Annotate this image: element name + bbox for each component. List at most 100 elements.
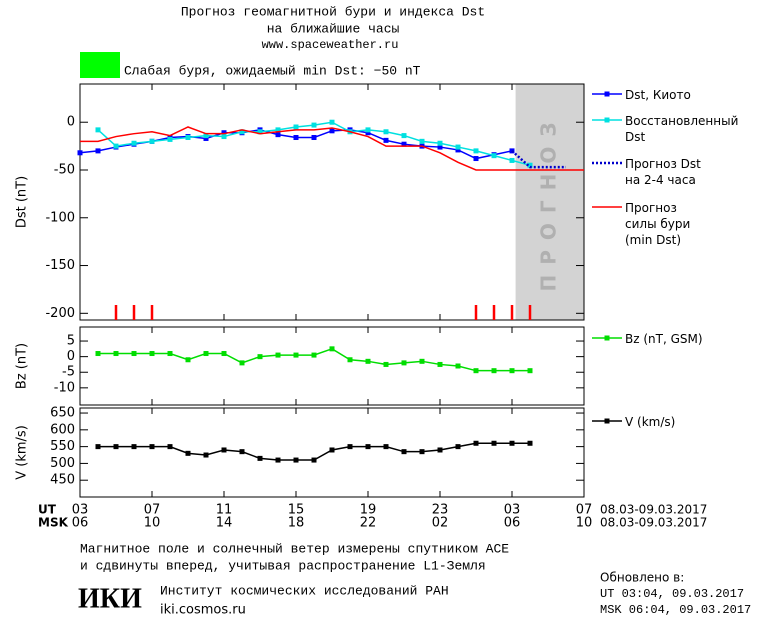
point (293, 457, 299, 463)
legend-entry: Dst, Киото (625, 88, 691, 102)
point (95, 148, 101, 154)
forecast-zone (515, 84, 584, 320)
point (491, 368, 497, 374)
x-tick-label: 10 (144, 516, 161, 531)
x-tick-label: 02 (432, 516, 449, 531)
point (401, 141, 407, 147)
x-tick-label: 07 (144, 503, 161, 518)
point (419, 449, 425, 455)
point (527, 368, 533, 374)
point (509, 157, 515, 163)
point (527, 162, 533, 168)
point (455, 444, 461, 450)
y-tick-label: -10 (54, 380, 75, 395)
point (95, 444, 101, 450)
institute: Институт космических исследований РАН (160, 583, 449, 598)
point (527, 440, 533, 446)
point (437, 361, 443, 367)
logo: ИКИ (78, 583, 142, 614)
y-tick-label: 450 (50, 473, 75, 488)
point (203, 452, 209, 458)
x-tick-label: 19 (360, 503, 377, 518)
point (167, 351, 173, 357)
y-tick-label: 600 (50, 422, 75, 437)
updated-msk: MSK 06:04, 09.03.2017 (600, 603, 751, 617)
point (347, 444, 353, 450)
point (221, 130, 227, 136)
point (383, 444, 389, 450)
y-axis-title: Bz (nT) (15, 343, 30, 389)
point (401, 133, 407, 139)
x-tick-label: 06 (72, 516, 89, 531)
point (509, 368, 515, 374)
point (221, 351, 227, 357)
point (275, 132, 281, 138)
point (329, 128, 335, 134)
point (383, 137, 389, 143)
point (401, 449, 407, 455)
legend-swatch (604, 117, 610, 123)
point (419, 358, 425, 364)
point (437, 144, 443, 150)
x-tick-label: 07 (576, 503, 593, 518)
updated: Обновлено в: (600, 571, 684, 585)
y-axis-title: Dst (nT) (15, 176, 30, 228)
point (383, 361, 389, 367)
x-tick-label: 11 (216, 503, 233, 518)
series-line (98, 442, 530, 461)
point (113, 143, 119, 149)
point (221, 134, 227, 140)
legend-entry: Bz (nT, GSM) (625, 332, 703, 346)
point (473, 368, 479, 374)
point (257, 455, 263, 461)
point (275, 127, 281, 133)
legend-entry: Прогноз Dst на 2-4 часа (625, 157, 701, 187)
point (185, 357, 191, 363)
point (131, 351, 137, 357)
x-tick-label: 15 (288, 503, 305, 518)
point (293, 352, 299, 358)
note: Магнитное поле и солнечный ветер измерен… (80, 541, 509, 556)
point (311, 352, 317, 358)
point (365, 127, 371, 133)
site: iki.cosmos.ru (160, 603, 246, 618)
point (149, 351, 155, 357)
msk-range: 08.03-09.03.2017 (600, 516, 707, 530)
title: Прогноз геомагнитной бури и индекса Dst (181, 4, 485, 19)
point (95, 127, 101, 133)
series-line (97, 121, 531, 166)
point (275, 457, 281, 463)
x-tick-label: 03 (504, 503, 521, 518)
ut-range: 08.03-09.03.2017 (600, 503, 707, 517)
point (509, 148, 515, 154)
point (365, 358, 371, 364)
note: и сдвинуты вперед, учитывая распростране… (80, 558, 486, 573)
url: www.spaceweather.ru (262, 38, 399, 52)
status-box (80, 52, 120, 78)
y-tick-label: 5 (67, 334, 75, 349)
point (167, 136, 173, 142)
point (491, 440, 497, 446)
point (203, 351, 209, 357)
point (437, 447, 443, 453)
point (77, 150, 83, 156)
series-line (80, 126, 584, 171)
point (365, 444, 371, 450)
point (203, 133, 209, 139)
point (149, 138, 155, 144)
legend-entry: V (km/s) (625, 415, 676, 429)
y-tick-label: 500 (50, 456, 75, 471)
panel-frame (79, 83, 585, 321)
x-tick-label: 23 (432, 503, 449, 518)
legend-entry: Прогноз силы бури (min Dst) (625, 201, 691, 247)
point (491, 153, 497, 159)
point (455, 147, 461, 153)
point (113, 444, 119, 450)
point (149, 444, 155, 450)
y-tick-label: -50 (54, 162, 75, 177)
point (239, 360, 245, 366)
y-tick-label: 0 (67, 349, 75, 364)
point (293, 135, 299, 141)
